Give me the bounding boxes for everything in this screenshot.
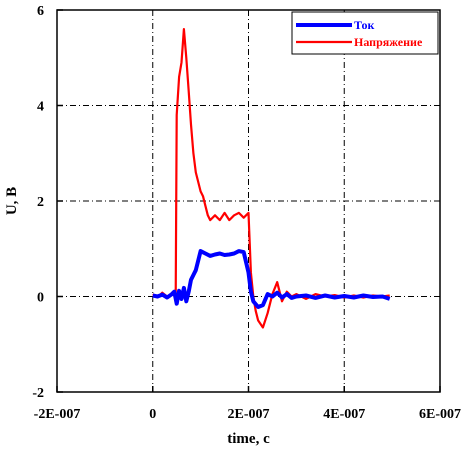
x-tick-label: 2E-007 [228, 407, 270, 422]
y-tick-label: 4 [37, 100, 44, 115]
x-tick-label: 6E-007 [419, 407, 461, 422]
series-layer [152, 28, 391, 329]
tick-layer: -2E-007 0 2E-007 4E-007 6E-007 -2 0 2 4 6 [32, 4, 461, 422]
x-axis-title: time, c [227, 431, 270, 447]
legend-box [291, 11, 439, 55]
y-axis-title: U, B [4, 187, 20, 215]
series-line-current [152, 249, 391, 309]
legend-label: Напряжение [354, 35, 423, 49]
legend-label: Ток [354, 18, 374, 32]
y-tick-label: 0 [37, 291, 44, 306]
y-tick-label: 6 [37, 4, 44, 19]
legend: Ток Напряжение [291, 11, 439, 55]
y-tick-label: -2 [32, 386, 44, 401]
grid [57, 10, 440, 392]
y-tick-label: 2 [37, 195, 44, 210]
series-line-voltage [152, 28, 390, 329]
x-tick-label: 0 [149, 407, 156, 422]
x-tick-label: -2E-007 [34, 407, 81, 422]
x-tick-label: 4E-007 [323, 407, 365, 422]
